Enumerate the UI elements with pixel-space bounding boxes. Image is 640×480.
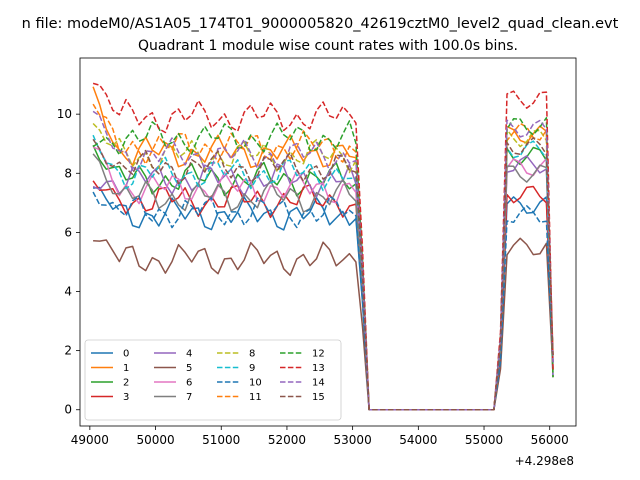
legend-label-14: 14	[312, 378, 325, 389]
series-line-15	[92, 137, 554, 411]
legend-label-7: 7	[186, 392, 192, 403]
legend-label-3: 3	[123, 392, 129, 403]
y-tick-label: 10	[57, 107, 72, 121]
legend-label-6: 6	[186, 378, 192, 389]
x-tick-label: 52000	[268, 433, 306, 447]
chart-title: Quadrant 1 module wise count rates with …	[138, 38, 518, 54]
x-axis-offset-label: +4.298e8	[515, 454, 574, 468]
x-tick-label: 55000	[465, 433, 503, 447]
y-tick-label: 2	[64, 344, 72, 358]
legend-label-9: 9	[249, 363, 255, 374]
x-tick-label: 51000	[202, 433, 240, 447]
x-tick-label: 53000	[334, 433, 372, 447]
figure-suptitle: n file: modeM0/AS1A05_174T01_9000005820_…	[22, 16, 619, 32]
legend-label-0: 0	[123, 349, 129, 360]
axes: 49000 50000 51000 52000 53000 54000 55000 56000…	[57, 57, 577, 447]
series-line-8	[92, 122, 554, 411]
legend-label-5: 5	[186, 363, 192, 374]
series-line-12	[92, 117, 554, 411]
y-tick-label: 4	[64, 285, 72, 299]
x-tick-label: 50000	[136, 433, 174, 447]
x-tick-label: 49000	[71, 433, 109, 447]
legend-label-4: 4	[186, 349, 192, 360]
legend-label-15: 15	[312, 392, 325, 403]
axes-frame	[79, 57, 577, 427]
legend-label-10: 10	[249, 378, 262, 389]
x-tick-label: 54000	[399, 433, 437, 447]
legend-label-1: 1	[123, 363, 129, 374]
y-tick-label: 6	[64, 225, 72, 239]
legend-label-13: 13	[312, 363, 325, 374]
y-tick-label: 0	[64, 403, 72, 417]
legend-label-11: 11	[249, 392, 262, 403]
x-tick-label: 56000	[531, 433, 569, 447]
y-tick-label: 8	[64, 166, 72, 180]
legend-label-2: 2	[123, 378, 129, 389]
legend-label-12: 12	[312, 349, 325, 360]
legend-label-8: 8	[249, 349, 255, 360]
plot-area	[92, 82, 554, 411]
legend-box	[84, 339, 342, 421]
